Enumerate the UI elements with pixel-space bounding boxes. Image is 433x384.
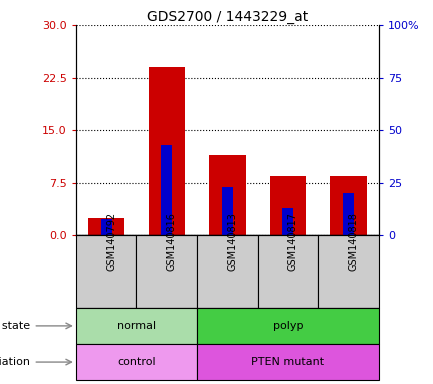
Bar (76, 308, 197, 344)
Text: GSM140813: GSM140813 (227, 212, 237, 271)
Text: disease state: disease state (0, 321, 30, 331)
Bar (76, 235, 136, 308)
Bar (318, 235, 379, 308)
Text: GSM140818: GSM140818 (349, 212, 359, 271)
Bar (330, 176, 367, 235)
Text: GSM140816: GSM140816 (167, 212, 177, 271)
Bar (136, 235, 197, 308)
Bar (197, 235, 258, 308)
Bar (270, 176, 306, 235)
Bar (100, 218, 112, 235)
Title: GDS2700 / 1443229_at: GDS2700 / 1443229_at (147, 10, 308, 24)
Text: PTEN mutant: PTEN mutant (252, 357, 324, 367)
Bar (222, 187, 233, 235)
Bar (76, 344, 197, 380)
Text: GSM140817: GSM140817 (288, 212, 298, 271)
Bar (149, 67, 185, 235)
Bar (343, 194, 354, 235)
Bar (209, 155, 246, 235)
Bar (197, 344, 379, 380)
Text: genotype/variation: genotype/variation (0, 357, 30, 367)
Bar (258, 235, 318, 308)
Bar (282, 208, 294, 235)
Bar (161, 145, 172, 235)
Text: GSM140792: GSM140792 (106, 212, 116, 271)
Text: polyp: polyp (273, 321, 303, 331)
Bar (197, 308, 379, 344)
Bar (88, 218, 124, 235)
Text: normal: normal (117, 321, 156, 331)
Text: control: control (117, 357, 156, 367)
